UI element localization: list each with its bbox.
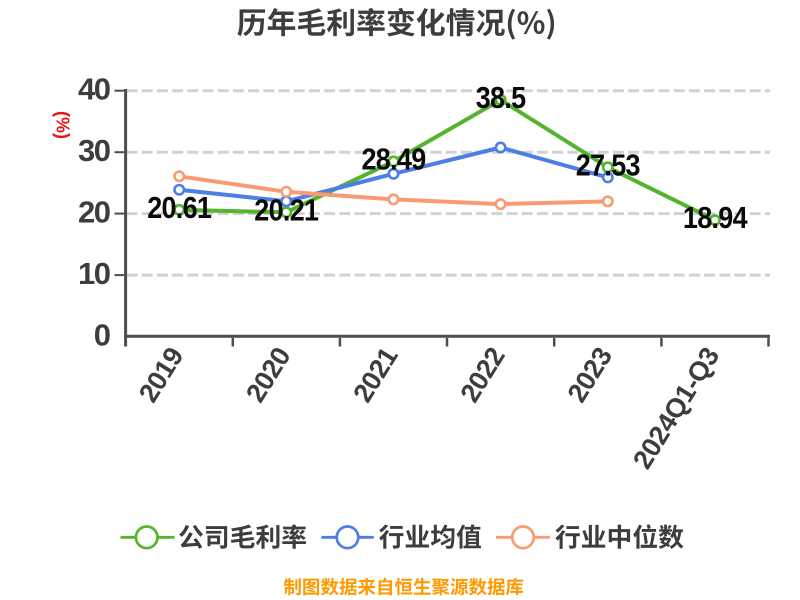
svg-text:20: 20: [78, 194, 110, 229]
svg-text:28.49: 28.49: [361, 143, 426, 177]
svg-text:27.53: 27.53: [576, 149, 641, 183]
svg-text:20.61: 20.61: [147, 191, 212, 225]
svg-text:40: 40: [78, 72, 110, 107]
svg-text:0: 0: [94, 317, 110, 352]
svg-text:30: 30: [78, 133, 110, 168]
svg-text:18.94: 18.94: [683, 201, 748, 235]
svg-text:20.21: 20.21: [254, 194, 319, 228]
svg-text:(%): (%): [53, 111, 73, 139]
svg-text:10: 10: [78, 256, 110, 291]
svg-text:38.5: 38.5: [476, 81, 526, 115]
